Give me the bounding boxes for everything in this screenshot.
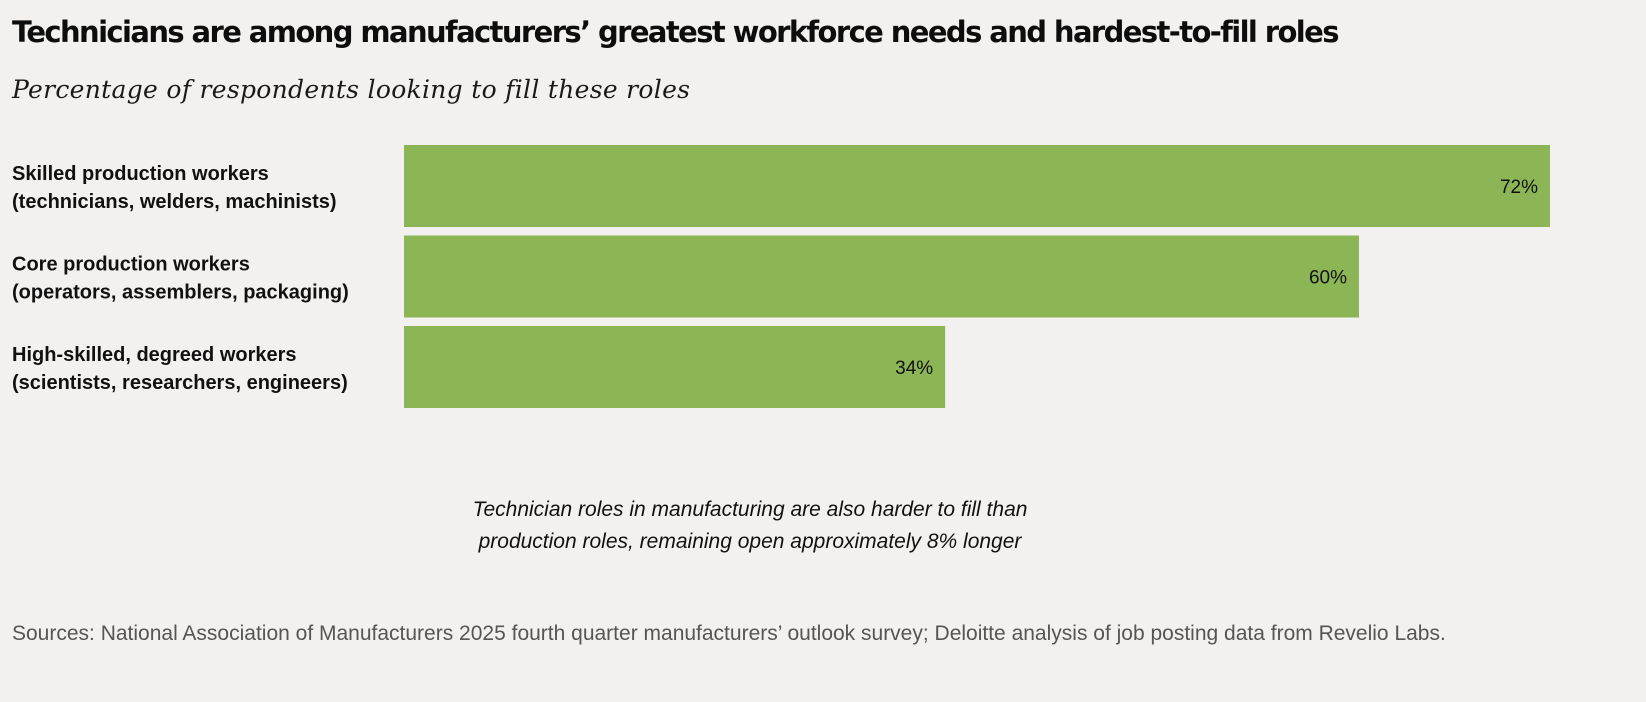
bar-value-label-1: 72% <box>1500 177 1538 198</box>
category-label-2: Core production workers (operators, assem… <box>12 254 349 304</box>
annotation-line-1: Technician roles in manufacturing are al… <box>472 498 1028 521</box>
category-label-3: High-skilled, degreed workers (scientists… <box>12 344 348 394</box>
chart-annotation: Technician roles in manufacturing are al… <box>400 494 1100 558</box>
bar-2 <box>404 235 1359 318</box>
chart-title: Technicians are among manufacturers’ gre… <box>12 15 1339 49</box>
category-label-line: (operators, assemblers, packaging) <box>12 282 349 304</box>
category-label-line: (scientists, researchers, engineers) <box>12 372 348 394</box>
sources-note: Sources: National Association of Manufac… <box>12 622 1446 645</box>
bar-value-label-3: 34% <box>895 358 933 379</box>
chart-subtitle: Percentage of respondents looking to fil… <box>12 75 691 104</box>
annotation-line-2: production roles, remaining open approxi… <box>478 530 1022 553</box>
category-label-line: Skilled production workers <box>12 163 269 185</box>
category-label-line: High-skilled, degreed workers <box>12 344 297 366</box>
bar-1 <box>404 145 1550 227</box>
bar-3 <box>404 326 946 408</box>
bar-value-label-2: 60% <box>1309 268 1347 289</box>
category-label-line: (technicians, welders, machinists) <box>12 191 337 213</box>
bar-chart: 72% Skilled production workers (technician… <box>12 145 1550 408</box>
category-label-1: Skilled production workers (technicians, … <box>12 163 337 213</box>
category-label-line: Core production workers <box>12 254 250 276</box>
